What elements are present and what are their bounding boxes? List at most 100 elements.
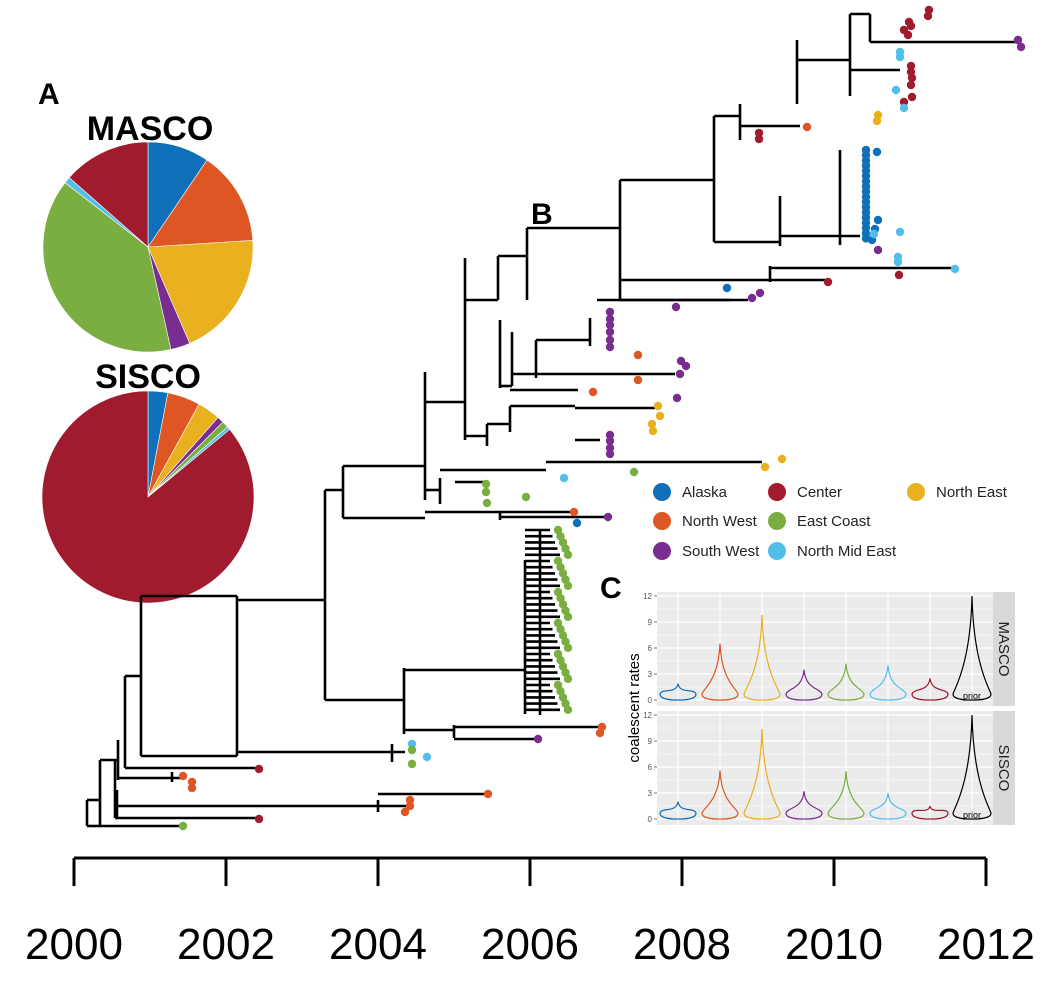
tree-tip [906, 21, 916, 31]
tree-tip [894, 270, 904, 280]
tree-tip [563, 705, 573, 714]
violin-y-label: coalescent rates [626, 653, 643, 762]
tree-tip [400, 807, 410, 817]
legend-swatch [768, 483, 786, 501]
tree-tips [178, 5, 1026, 831]
tree-tip [405, 801, 415, 811]
violin-panel: coalescent rates 0 3 6 9 12 prior MASCO 0 3 6 9 12 p… [626, 592, 1015, 825]
tree-tip [481, 487, 491, 497]
violin-north-west [701, 770, 739, 820]
tree-tip [895, 52, 905, 62]
tree-tip [603, 512, 613, 522]
tree-tip [605, 327, 615, 337]
tree-tip [893, 252, 903, 262]
tree-tip [755, 288, 765, 298]
tree-tip [903, 30, 913, 40]
violin-prior-label: prior [963, 810, 981, 820]
tree-tip [572, 518, 582, 528]
violin-alaska [659, 683, 697, 701]
violin-y-tick: 9 [648, 618, 653, 627]
tree-tip [672, 393, 682, 403]
violin-y-tick: 6 [648, 763, 653, 772]
legend-label: Alaska [682, 484, 728, 501]
violin-center [911, 805, 949, 820]
tree-tip [563, 612, 573, 621]
pie-charts: MASCO SISCO [41, 110, 255, 604]
tree-tip [633, 375, 643, 385]
time-axis: 2000 2002 2004 2006 2008 2010 2012 [25, 856, 1035, 969]
violin-prior-label: prior [963, 691, 981, 701]
pie-sisco [41, 390, 255, 604]
panel-c-label: C [600, 572, 622, 605]
tree-tip [405, 795, 415, 805]
tree-tip [178, 771, 188, 781]
tree-tip [605, 335, 615, 345]
tree-tip [802, 122, 812, 132]
tree-tip [873, 215, 883, 225]
tree-tip [605, 430, 615, 440]
tree-tip [754, 134, 764, 144]
tree-tip [588, 387, 598, 397]
legend-label: South West [682, 543, 760, 560]
violin-y-tick: 0 [648, 815, 653, 824]
tree-tip [872, 147, 882, 157]
tree-tip [605, 436, 615, 446]
legend-label: East Coast [797, 513, 871, 530]
tree-tip [605, 342, 615, 352]
tree-tip [873, 110, 883, 120]
violin-east-coast [827, 663, 865, 701]
tree-tip [907, 73, 917, 83]
tree-tip [595, 728, 605, 738]
violin-north-west [701, 643, 739, 701]
violin-y-tick: 0 [648, 696, 653, 705]
legend-swatch [768, 542, 786, 560]
phylogenetic-tree [85, 5, 1026, 831]
tree-tip [407, 759, 417, 769]
legend-label: North East [936, 484, 1008, 501]
tree-tip [521, 492, 531, 502]
tree-tip [923, 11, 933, 21]
tree-tip [895, 227, 905, 237]
tree-tip [605, 443, 615, 453]
violin-y-tick: 6 [648, 644, 653, 653]
tree-tip [906, 61, 916, 71]
time-axis-label: 2008 [633, 920, 731, 969]
tree-tip [563, 674, 573, 683]
tree-tip [481, 479, 491, 489]
pie-slice-center [68, 141, 149, 248]
tree-tip [869, 229, 879, 239]
violin-north-mid-east [869, 792, 907, 820]
tree-tip [899, 103, 909, 113]
tree-branches [85, 12, 1018, 828]
tree-tip [483, 789, 493, 799]
time-axis-label: 2002 [177, 920, 275, 969]
violin-north-east [743, 615, 781, 701]
violin-facet-strip [993, 592, 1015, 706]
violin-center [911, 678, 949, 701]
legend-swatch [653, 512, 671, 530]
legend-swatch [653, 542, 671, 560]
violin-alaska [659, 801, 697, 820]
violin-y-tick: 12 [643, 711, 652, 720]
tree-tip [754, 128, 764, 138]
tree-tip [605, 449, 615, 459]
tree-tip [533, 734, 543, 744]
tree-tip [254, 764, 264, 774]
tree-tip [407, 739, 417, 749]
pie-slice-north-west [147, 159, 254, 248]
tree-tip [655, 411, 665, 421]
violin-facet-strip [993, 711, 1015, 825]
tree-tip [1013, 35, 1023, 45]
tree-tip [675, 369, 685, 379]
violin-east-coast [827, 771, 865, 820]
legend-label: North West [682, 513, 758, 530]
legend-label: North Mid East [797, 543, 897, 560]
violin-prior [952, 595, 992, 701]
violin-facet-label: SISCO [995, 745, 1012, 792]
violin-y-tick: 3 [648, 670, 653, 679]
violin-facet-label: MASCO [995, 621, 1012, 676]
violin-north-east [743, 728, 781, 820]
tree-tip [906, 80, 916, 90]
pie-masco [42, 141, 254, 353]
tree-tip [676, 356, 686, 366]
